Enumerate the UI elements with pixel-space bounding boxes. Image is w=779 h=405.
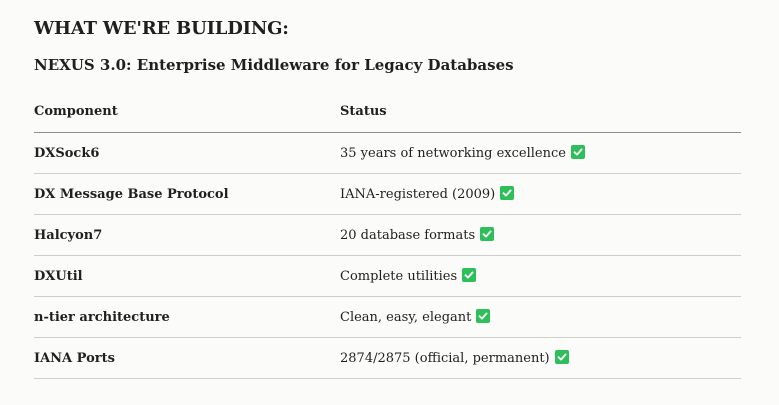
table-row: IANA Ports 2874/2875 (official, permanen…	[34, 337, 741, 379]
table-row: DXSock6 35 years of networking excellenc…	[34, 132, 741, 174]
check-icon	[500, 186, 515, 200]
table-row: DXUtil Complete utilities	[34, 255, 741, 297]
table-row: n-tier architecture Clean, easy, elegant	[34, 296, 741, 338]
component-cell: n-tier architecture	[34, 296, 340, 338]
status-cell: Clean, easy, elegant	[340, 296, 741, 338]
status-cell: Complete utilities	[340, 255, 741, 297]
check-icon	[480, 227, 495, 241]
status-text: 20 database formats	[340, 228, 476, 243]
component-cell: IANA Ports	[34, 337, 340, 379]
status-cell: IANA-registered (2009)	[340, 173, 741, 215]
section-subheading: NEXUS 3.0: Enterprise Middleware for Leg…	[34, 56, 514, 74]
content: WHAT WE'RE BUILDING: NEXUS 3.0: Enterpri…	[34, 14, 741, 379]
status-text: Clean, easy, elegant	[340, 310, 472, 325]
check-icon	[570, 145, 585, 159]
component-cell: DXSock6	[34, 132, 340, 174]
status-cell: 20 database formats	[340, 214, 741, 256]
component-cell: Halcyon7	[34, 214, 340, 256]
status-text: Complete utilities	[340, 269, 458, 284]
check-icon	[476, 309, 491, 323]
table-header-row: Component Status	[34, 90, 741, 133]
section-heading: WHAT WE'RE BUILDING:	[34, 18, 289, 39]
status-text: 35 years of networking excellence	[340, 146, 566, 161]
status-text: IANA-registered (2009)	[340, 187, 496, 202]
components-table: Component Status DXSock6 35 years of net…	[34, 90, 741, 379]
check-icon	[554, 350, 569, 364]
table-row: Halcyon7 20 database formats	[34, 214, 741, 256]
status-cell: 2874/2875 (official, permanent)	[340, 337, 741, 379]
column-header-status: Status	[340, 90, 741, 133]
status-cell: 35 years of networking excellence	[340, 132, 741, 174]
component-cell: DX Message Base Protocol	[34, 173, 340, 215]
check-icon	[462, 268, 477, 282]
table-row: DX Message Base Protocol IANA-registered…	[34, 173, 741, 215]
status-text: 2874/2875 (official, permanent)	[340, 351, 550, 366]
column-header-component: Component	[34, 90, 340, 133]
component-cell: DXUtil	[34, 255, 340, 297]
